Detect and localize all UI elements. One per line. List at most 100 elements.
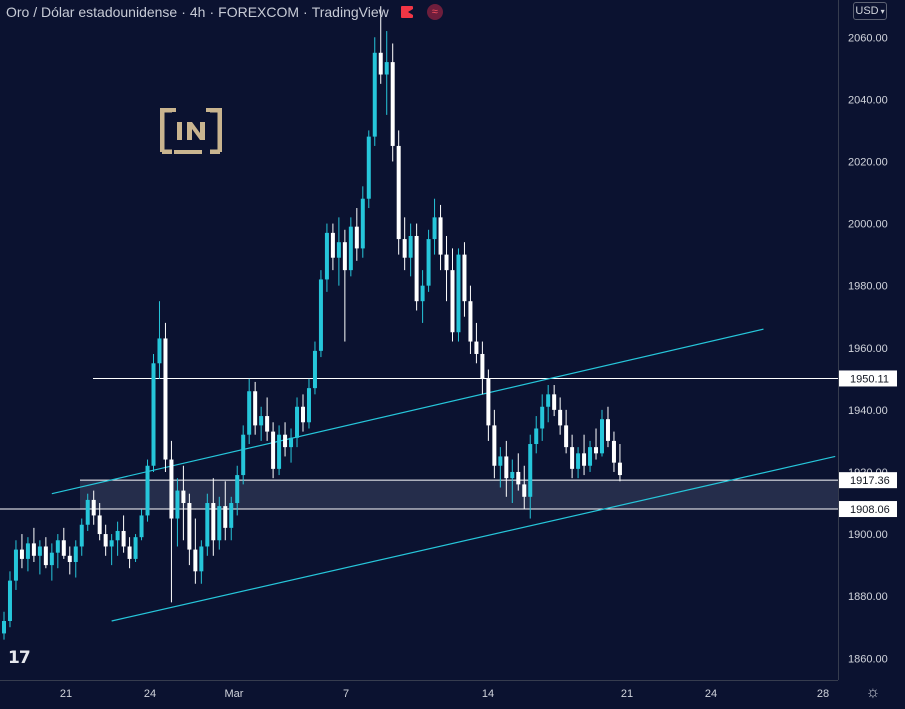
price-tick-label: 2060.00: [848, 32, 888, 44]
candle-body: [91, 499, 96, 516]
brand-logo-icon: [160, 108, 222, 154]
candle-body: [67, 555, 72, 563]
candle-body: [492, 425, 497, 466]
candle-body: [103, 534, 108, 547]
candle-body: [115, 530, 120, 541]
price-tick-label: 1880.00: [848, 591, 888, 603]
candle-body: [301, 406, 305, 423]
price-tick-label: 2000.00: [848, 219, 888, 231]
candle-body: [378, 52, 383, 75]
price-label-box: [839, 370, 897, 387]
candle-body: [25, 543, 30, 559]
price-tick-label: 2040.00: [848, 94, 888, 106]
candle-body: [31, 543, 36, 556]
watermark-logo: [160, 108, 222, 154]
candle-body: [157, 338, 162, 364]
header-separator: ·: [303, 4, 308, 20]
flag-icon[interactable]: [400, 6, 413, 18]
candle-body: [516, 471, 521, 485]
wave-icon[interactable]: ≈: [426, 4, 443, 20]
candle-body: [181, 490, 186, 504]
candle-body: [55, 540, 60, 553]
candle-body: [611, 440, 616, 463]
candle-body: [247, 391, 252, 435]
time-tick-label: Mar: [225, 688, 244, 700]
candle-body: [396, 145, 401, 240]
time-tick-label: 28: [817, 688, 829, 700]
candle-body: [13, 549, 18, 581]
time-tick-label: 7: [343, 688, 349, 700]
candle-body: [444, 254, 449, 271]
candle-body: [420, 285, 425, 302]
platform-label: TradingView: [311, 4, 389, 20]
gear-icon[interactable]: ☼: [865, 684, 881, 701]
candle-body: [73, 546, 78, 563]
candle-body: [576, 453, 581, 469]
candle-body: [546, 394, 551, 407]
candle-body: [354, 226, 359, 249]
candle-body: [193, 549, 198, 572]
price-label-box: [839, 472, 897, 489]
candle-body: [312, 350, 317, 389]
tradingview-logo-icon[interactable]: 17: [8, 648, 31, 668]
candle-body: [522, 484, 527, 497]
time-tick-label: 14: [482, 688, 494, 700]
candle-body: [342, 242, 347, 271]
candle-body: [534, 428, 539, 445]
header-separator: ·: [181, 4, 186, 20]
candle-body: [175, 490, 180, 519]
currency-button[interactable]: USD ▾: [853, 2, 887, 20]
candle-body: [384, 62, 389, 75]
time-tick-label: 21: [60, 688, 72, 700]
candle-body: [277, 434, 282, 469]
candle-body: [605, 419, 610, 441]
candle-body: [336, 242, 341, 258]
candle-body: [271, 431, 276, 469]
currency-label: USD: [855, 5, 879, 17]
price-tick-label: 1860.00: [848, 653, 888, 665]
candle-body: [253, 391, 258, 426]
candle-body: [85, 499, 90, 525]
candle-body: [372, 52, 377, 137]
candle-body: [456, 254, 461, 333]
candle-body: [2, 621, 6, 634]
candle-body: [163, 338, 168, 460]
candle-body: [528, 444, 533, 497]
candle-body: [43, 546, 48, 566]
candle-body: [617, 462, 622, 476]
candle-body: [564, 425, 569, 448]
symbol-name[interactable]: Oro / Dólar estadounidense: [6, 4, 178, 20]
candle-body: [360, 198, 365, 249]
candle-body: [432, 217, 437, 240]
candle-body: [61, 540, 66, 556]
candle-body: [570, 447, 575, 469]
price-label-text: 1917.36: [850, 475, 890, 487]
candle-body: [211, 503, 216, 541]
price-label-box: [839, 501, 897, 518]
candle-body: [438, 217, 443, 255]
candle-body: [109, 540, 114, 547]
candle-body: [139, 515, 144, 538]
time-tick-label: 24: [705, 688, 717, 700]
candle-body: [498, 456, 503, 466]
interval-label[interactable]: 4h: [189, 4, 206, 20]
candle-body: [265, 416, 270, 432]
candle-body: [504, 456, 509, 479]
exchange-label: FOREXCOM: [218, 4, 300, 20]
candle-body: [468, 301, 473, 342]
candle-body: [121, 530, 126, 547]
candle-body: [19, 549, 24, 559]
candle-body: [229, 503, 234, 528]
candle-body: [306, 388, 311, 423]
candle-body: [283, 434, 288, 448]
price-tick-label: 1980.00: [848, 281, 888, 293]
candle-body: [462, 254, 467, 302]
candle-body: [582, 453, 587, 466]
candle-body: [330, 232, 335, 258]
time-tick-label: 24: [144, 688, 156, 700]
candle-body: [235, 475, 240, 504]
price-label-text: 1908.06: [850, 504, 890, 516]
candle-body: [348, 226, 353, 271]
